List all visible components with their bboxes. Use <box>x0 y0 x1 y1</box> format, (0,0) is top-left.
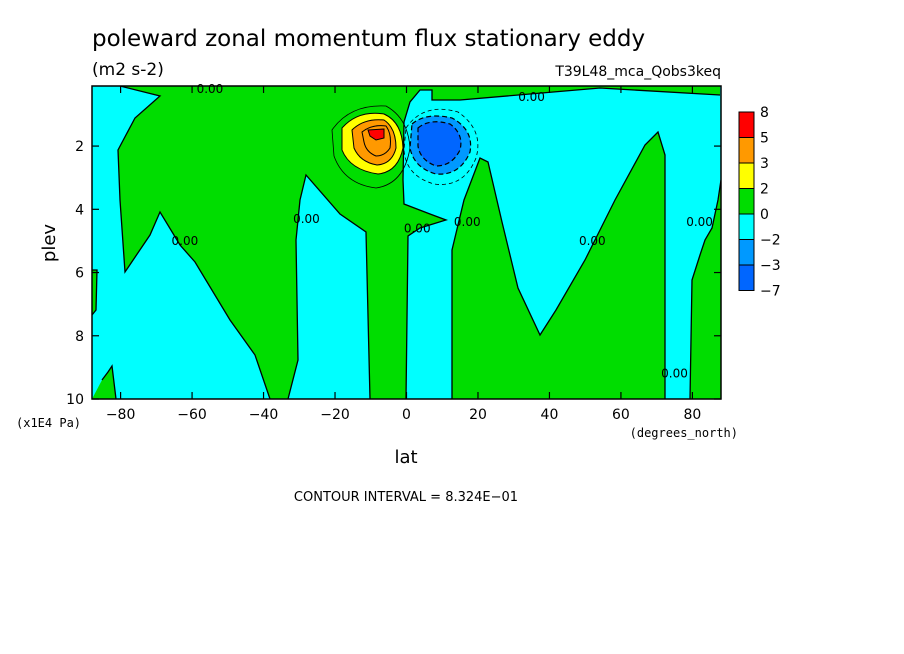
y-tick-label: 10 <box>66 392 84 408</box>
x-axis: −80 −60 −40 −20 0 20 40 60 80 <box>106 86 701 423</box>
x-tick-label: 60 <box>612 407 630 423</box>
contour-label: 0.00 <box>197 82 224 96</box>
positive-region-north-1 <box>452 132 665 399</box>
y-tick-label: 2 <box>75 139 84 155</box>
x-tick-label: 80 <box>683 407 701 423</box>
legend-level-label: 0 <box>760 207 769 223</box>
chart-title: poleward zonal momentum flux stationary … <box>92 26 645 52</box>
y-axis-units: (x1E4 Pa) <box>16 416 81 430</box>
min-outer-line <box>403 108 479 185</box>
x-tick-label: −80 <box>106 407 136 423</box>
legend-level-label: 5 <box>760 131 769 147</box>
y-tick-label: 8 <box>75 329 84 345</box>
units-label: (m2 s-2) <box>92 60 164 80</box>
contour-label: 0.00 <box>686 215 713 229</box>
x-tick-label: −40 <box>249 407 279 423</box>
contour-labels: 0.00 0.00 0.00 0.00 0.00 0.00 0.00 0.00 0.00 <box>172 82 713 381</box>
x-tick-label: −60 <box>177 407 207 423</box>
legend-swatch <box>738 137 755 164</box>
legend-swatch <box>738 162 755 189</box>
run-label: T39L48_mca_Qobs3keq <box>554 64 721 80</box>
min-ring-3 <box>417 121 462 167</box>
zero-contours <box>92 86 721 399</box>
x-axis-label: lat <box>394 447 417 468</box>
y-tick-label: 4 <box>75 202 84 218</box>
contour-label: 0.00 <box>293 212 320 226</box>
legend-level-label: −3 <box>760 258 781 274</box>
legend-level-label: −7 <box>760 284 781 300</box>
contour-label: 0.00 <box>172 234 199 248</box>
max-core <box>367 128 385 141</box>
y-axis: 2 4 6 8 10 <box>66 139 721 408</box>
y-axis-label: plev <box>39 224 60 263</box>
contour-label: 0.00 <box>579 234 606 248</box>
contour-label: 0.00 <box>518 90 545 104</box>
legend-level-label: 8 <box>760 105 769 121</box>
legend-swatch <box>738 239 755 266</box>
x-axis-units: (degrees_north) <box>630 426 738 440</box>
legend-level-label: 2 <box>760 182 769 198</box>
y-tick-label: 6 <box>75 266 84 282</box>
legend-swatch <box>738 264 755 291</box>
legend-level-label: 3 <box>760 156 769 172</box>
x-tick-label: 20 <box>469 407 487 423</box>
contour-interval: CONTOUR INTERVAL = 8.324E−01 <box>294 490 518 505</box>
legend-swatch <box>738 111 755 138</box>
positive-region-north-2 <box>690 180 721 399</box>
contour-label: 0.00 <box>454 215 481 229</box>
x-tick-label: 40 <box>541 407 559 423</box>
legend-level-label: −2 <box>760 233 781 249</box>
contour-label: 0.00 <box>661 367 688 381</box>
plot-area <box>92 86 721 399</box>
contour-label: 0.00 <box>404 221 431 235</box>
legend-swatch <box>738 188 755 215</box>
color-legend: 8 5 3 2 0 −2 −3 −7 <box>738 105 781 300</box>
positive-patch-southwest <box>92 366 116 399</box>
x-tick-label: −20 <box>320 407 350 423</box>
legend-swatch <box>738 213 755 240</box>
positive-region-south <box>118 86 720 399</box>
x-tick-label: 0 <box>402 407 411 423</box>
